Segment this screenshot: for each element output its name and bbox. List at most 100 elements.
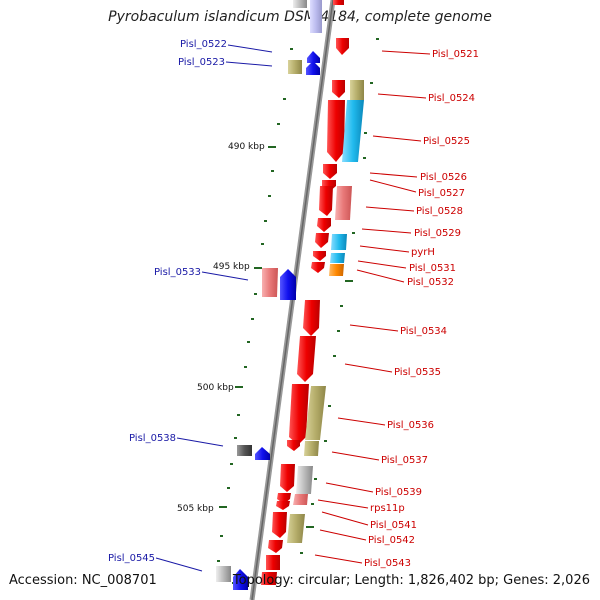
gene-arrow[interactable] [233,569,248,590]
gene-arrow[interactable] [327,100,345,162]
gene-label[interactable]: rps11p [370,503,405,514]
gene-arrow[interactable] [288,60,302,74]
tick-dot [227,487,230,489]
gene-arrow[interactable] [287,440,300,451]
leader-line [314,554,363,564]
gene-arrow[interactable] [268,540,283,553]
gene-label[interactable]: Pisl_0534 [400,326,447,337]
gene-arrow[interactable] [319,186,333,216]
gene-label[interactable]: Pisl_0541 [370,520,417,531]
gene-label[interactable]: Pisl_0529 [414,228,461,239]
gene-arrow[interactable] [307,51,320,63]
gene-arrow[interactable] [305,386,326,440]
gene-arrow[interactable] [255,447,270,460]
gene-label[interactable]: Pisl_0542 [368,535,415,546]
gene-arrow[interactable] [297,336,316,382]
tick-dot [220,535,223,537]
gene-arrow[interactable] [335,186,352,220]
gene-label[interactable]: Pisl_0522 [180,39,227,50]
gene-arrow[interactable] [237,445,252,456]
leader-line [337,417,386,426]
gene-arrow[interactable] [289,384,309,445]
tick-marks [217,38,379,584]
gene-label[interactable]: Pisl_0525 [423,136,470,147]
gene-arrow[interactable] [311,262,325,273]
gene-label[interactable]: Pisl_0523 [178,57,225,68]
leader-line [357,260,407,269]
genes-reverse-strand [216,51,320,590]
gene-label[interactable]: Pisl_0528 [416,206,463,217]
gene-label[interactable]: Pisl_0526 [420,172,467,183]
tick-dot [237,414,240,416]
leader-line [225,61,273,67]
leader-line [344,363,393,373]
gene-arrow[interactable] [336,38,349,55]
gene-label[interactable]: Pisl_0535 [394,367,441,378]
tick-dot [352,232,355,234]
tick-dot [300,552,303,554]
tick-dot [314,478,317,480]
tick-dash [306,526,314,528]
tick-dot [283,98,286,100]
tick-dot [261,243,264,245]
gene-arrow[interactable] [323,164,337,179]
left-gene-labels: Pisl_0522 Pisl_0523 Pisl_0533 Pisl_0538 … [108,39,227,564]
leader-line [227,44,273,53]
topology-text: Topology: circular; Length: 1,826,402 bp… [232,573,590,588]
gene-arrow[interactable] [329,264,344,276]
tick-dash [219,506,227,508]
gene-label[interactable]: Pisl_0531 [409,263,456,274]
gene-arrow[interactable] [293,494,308,505]
gene-arrow[interactable] [276,501,290,510]
gene-arrow[interactable] [296,466,313,494]
gene-arrow[interactable] [310,0,322,33]
gene-arrow[interactable] [216,566,231,582]
genome-title: Pyrobaculum islandicum DSM 4184, complet… [108,9,492,25]
gene-label[interactable]: Pisl_0539 [375,487,422,498]
tick-dash [235,386,243,388]
gene-label[interactable]: Pisl_0536 [387,420,434,431]
gene-arrow[interactable] [287,514,305,543]
leader-line [331,451,380,461]
leader-line [356,269,405,283]
leader-line [359,245,410,253]
gene-label[interactable]: Pisl_0533 [154,267,201,278]
leader-line [365,206,415,212]
tick-dot [234,437,237,439]
gene-label[interactable]: Pisl_0524 [428,93,475,104]
gene-label[interactable]: Pisl_0532 [407,277,454,288]
gene-arrow[interactable] [280,464,295,492]
gene-arrow[interactable] [266,555,280,570]
gene-arrow[interactable] [350,80,364,100]
gene-arrow[interactable] [342,100,364,162]
gene-arrow[interactable] [261,572,277,585]
gene-arrow[interactable] [331,234,347,250]
gene-label[interactable]: Pisl_0545 [108,553,155,564]
gene-label[interactable]: Pisl_0543 [364,558,411,569]
gene-arrow[interactable] [304,441,319,456]
tick-dot [230,463,233,465]
gene-arrow[interactable] [272,512,287,538]
gene-arrow[interactable] [280,269,296,300]
gene-arrow[interactable] [332,80,345,98]
gene-label[interactable]: Pisl_0538 [129,433,176,444]
gene-label[interactable]: Pisl_0527 [418,188,465,199]
gene-arrow[interactable] [315,233,329,248]
tick-dot [363,157,366,159]
gene-arrow[interactable] [262,268,278,297]
gene-arrow[interactable] [313,251,326,261]
gene-arrow[interactable] [330,253,345,263]
tick-dot [328,405,331,407]
tick-dot [337,330,340,332]
gene-arrow[interactable] [293,0,307,8]
gene-label[interactable]: Pisl_0521 [432,49,479,60]
gene-label[interactable]: Pisl_0537 [381,455,428,466]
left-leader-lines [155,44,273,572]
gene-label[interactable]: pyrH [411,247,435,258]
gene-arrow[interactable] [303,300,320,336]
tick-dot [251,318,254,320]
gene-arrow[interactable] [333,0,344,5]
gene-arrow[interactable] [317,218,331,232]
gene-arrow[interactable] [306,61,320,75]
